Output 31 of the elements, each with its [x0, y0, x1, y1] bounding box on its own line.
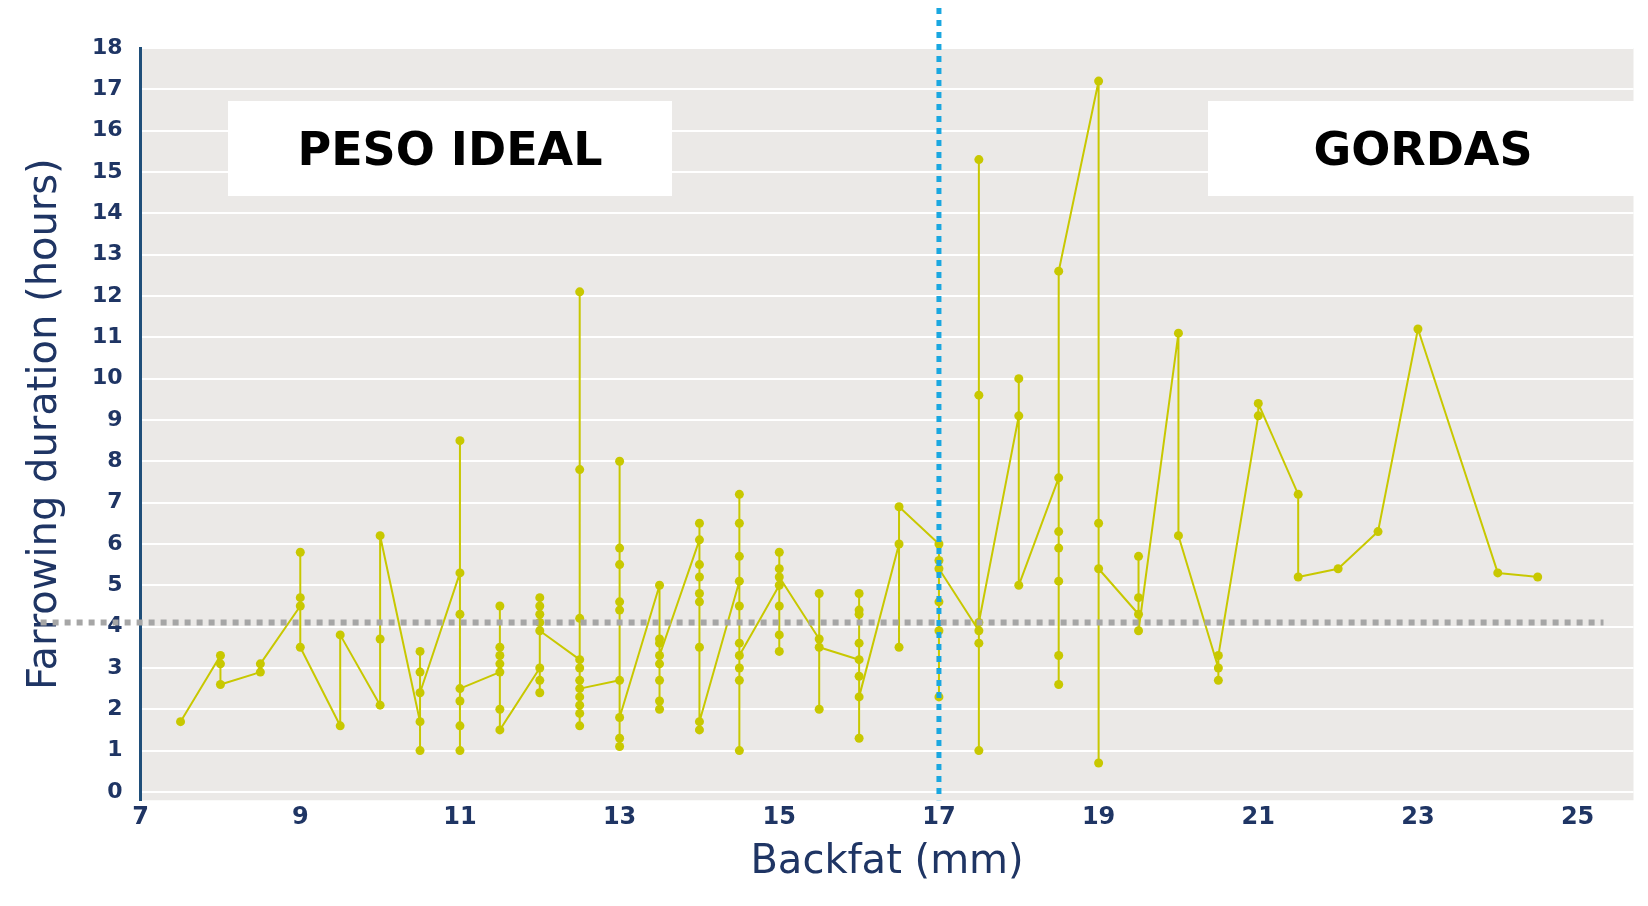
y-axis-title: Farrowing duration (hours): [19, 158, 66, 690]
y-tick-label: 9: [107, 405, 123, 431]
y-tick-label: 5: [107, 571, 123, 596]
x-tick-label: 9: [291, 801, 309, 830]
y-tick-label: 1: [107, 736, 123, 762]
y-tick-label: 3: [107, 653, 123, 679]
y-tick-label: 14: [91, 199, 123, 225]
y-tick-label: 8: [107, 447, 123, 473]
y-tick-label: 6: [107, 529, 123, 555]
x-tick-label: 13: [602, 801, 637, 830]
x-tick-label: 25: [1560, 801, 1595, 830]
x-tick-label: 15: [762, 801, 796, 830]
text-box: PESO IDEAL: [228, 101, 672, 196]
y-tick-label: 12: [91, 281, 123, 307]
y-tick-label: 13: [91, 240, 123, 266]
x-tick-label: 7: [132, 801, 149, 830]
y-tick-label: 18: [91, 33, 123, 59]
x-tick-label: 19: [1081, 801, 1116, 830]
y-tick-label: 17: [91, 75, 123, 101]
x-tick-label: 23: [1401, 801, 1435, 830]
x-tick-label: 11: [443, 801, 477, 830]
y-tick-label: 0: [107, 777, 123, 803]
y-tick-label: 16: [91, 116, 123, 142]
x-axis-title: Backfat (mm): [750, 836, 1024, 883]
x-tick-label: 21: [1241, 801, 1275, 830]
x-tick-label: 17: [922, 801, 956, 830]
y-tick-label: 7: [107, 488, 123, 514]
y-tick-label: 2: [107, 694, 123, 720]
y-tick-label: 10: [91, 364, 123, 390]
y-tick-label: 15: [91, 157, 123, 183]
y-tick-label: 11: [91, 323, 123, 349]
